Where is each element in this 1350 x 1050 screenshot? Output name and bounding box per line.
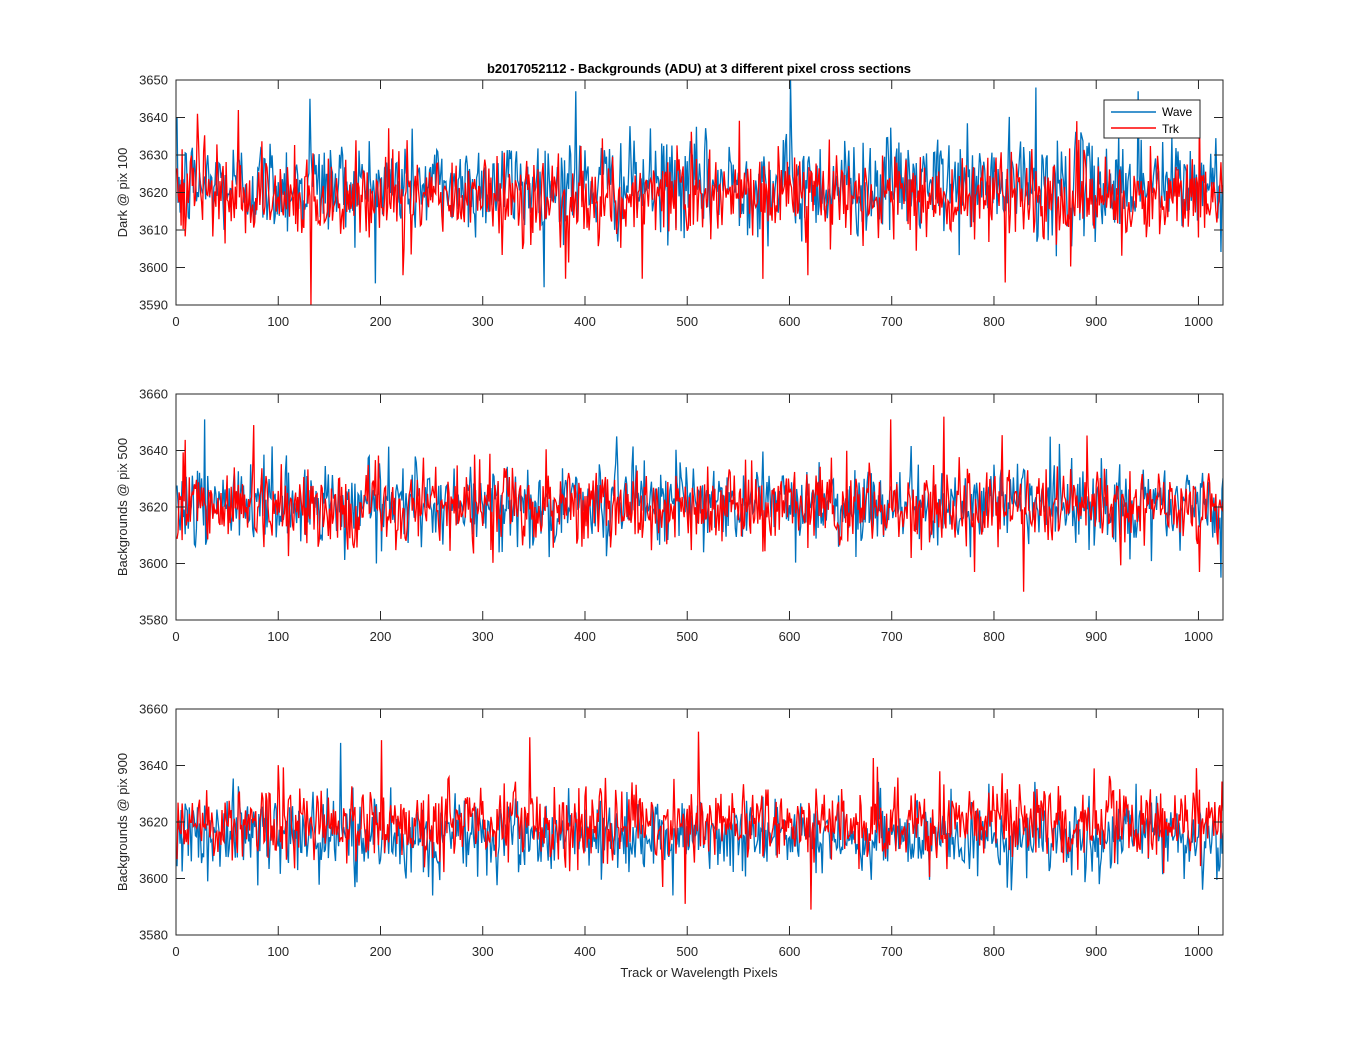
chart-title: b2017052112 - Backgrounds (ADU) at 3 dif… [487, 61, 911, 76]
y-tick-label: 3600 [139, 871, 168, 886]
x-tick-label: 500 [676, 944, 698, 959]
x-tick-label: 0 [172, 314, 179, 329]
y-tick-label: 3660 [139, 702, 168, 717]
y-tick-label: 3580 [139, 928, 168, 943]
legend-label-wave: Wave [1162, 105, 1193, 119]
x-tick-label: 100 [267, 629, 289, 644]
y-tick-label: 3610 [139, 223, 168, 238]
x-tick-label: 700 [881, 629, 903, 644]
y-tick-label: 3660 [139, 387, 168, 402]
x-tick-label: 0 [172, 944, 179, 959]
x-tick-label: 800 [983, 314, 1005, 329]
x-tick-label: 700 [881, 944, 903, 959]
panel-backgrounds-pix-900: Backgrounds @ pix 900 Track or Wavelengt… [115, 702, 1224, 980]
legend: Wave Trk [1103, 99, 1201, 139]
x-tick-label: 500 [676, 314, 698, 329]
x-tick-label: 400 [574, 314, 596, 329]
legend-box [1103, 99, 1201, 139]
series-line-wave [176, 80, 1223, 288]
x-tick-label: 200 [370, 629, 392, 644]
x-tick-label: 300 [472, 629, 494, 644]
y-axis-label: Backgrounds @ pix 500 [115, 438, 130, 576]
x-tick-label: 500 [676, 629, 698, 644]
x-tick-label: 300 [472, 314, 494, 329]
y-tick-label: 3590 [139, 298, 168, 313]
x-tick-label: 1000 [1184, 629, 1213, 644]
x-tick-label: 600 [779, 629, 801, 644]
y-tick-label: 3630 [139, 148, 168, 163]
series-line-trk [176, 106, 1223, 305]
x-tick-label: 600 [779, 944, 801, 959]
x-tick-label: 700 [881, 314, 903, 329]
x-tick-label: 400 [574, 629, 596, 644]
x-tick-label: 800 [983, 944, 1005, 959]
x-tick-label: 600 [779, 314, 801, 329]
y-tick-label: 3640 [139, 110, 168, 125]
series-line-wave [176, 419, 1223, 578]
x-tick-label: 1000 [1184, 944, 1213, 959]
series-line-trk [176, 731, 1223, 910]
y-tick-label: 3620 [139, 500, 168, 515]
x-tick-label: 900 [1085, 314, 1107, 329]
x-tick-label: 0 [172, 629, 179, 644]
y-tick-label: 3620 [139, 185, 168, 200]
y-tick-label: 3640 [139, 758, 168, 773]
y-tick-label: 3620 [139, 815, 168, 830]
x-axis-label: Track or Wavelength Pixels [620, 965, 778, 980]
x-tick-label: 900 [1085, 629, 1107, 644]
y-tick-label: 3650 [139, 73, 168, 88]
legend-label-trk: Trk [1162, 122, 1180, 136]
x-tick-label: 400 [574, 944, 596, 959]
x-tick-label: 100 [267, 944, 289, 959]
x-tick-label: 800 [983, 629, 1005, 644]
x-tick-label: 1000 [1184, 314, 1213, 329]
x-tick-label: 100 [267, 314, 289, 329]
x-tick-label: 200 [370, 944, 392, 959]
x-tick-label: 200 [370, 314, 392, 329]
x-tick-label: 900 [1085, 944, 1107, 959]
panel-backgrounds-pix-500: Backgrounds @ pix 500 0 100 200 300 400 500 60… [115, 387, 1224, 644]
y-tick-label: 3640 [139, 443, 168, 458]
y-axis-label: Backgrounds @ pix 900 [115, 753, 130, 891]
y-tick-label: 3600 [139, 556, 168, 571]
y-axis-label: Dark @ pix 100 [115, 148, 130, 238]
y-tick-label: 3600 [139, 260, 168, 275]
panel-dark-pix-100: Dark @ pix 100 0 100 200 300 400 500 600 700 800… [115, 73, 1224, 329]
y-tick-label: 3580 [139, 613, 168, 628]
series-line-trk [176, 416, 1223, 592]
x-tick-label: 300 [472, 944, 494, 959]
